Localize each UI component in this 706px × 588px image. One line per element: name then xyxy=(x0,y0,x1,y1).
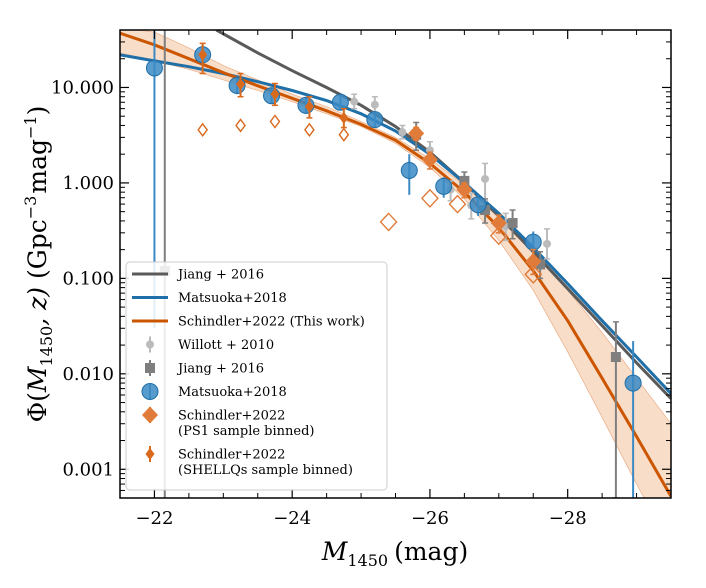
point-s3-3 xyxy=(421,151,438,169)
uncertainty-band xyxy=(120,30,671,498)
point-s0-0 xyxy=(350,97,359,106)
legend-label-3: Willott + 2010 xyxy=(178,338,274,353)
point-s3-1 xyxy=(408,124,425,142)
point-s3-7 xyxy=(490,214,507,232)
point-s4-2 xyxy=(235,118,246,133)
point-s4-5 xyxy=(270,88,280,101)
point-s0-6 xyxy=(481,174,490,183)
point-s4-0 xyxy=(197,122,209,137)
x-tick-label-1: −24 xyxy=(273,508,311,529)
point-s0-2 xyxy=(398,128,407,137)
legend-swatch-5 xyxy=(141,383,159,400)
point-s0-8 xyxy=(543,239,552,248)
legend-sublabel-7: (SHELLQs sample binned) xyxy=(178,463,353,478)
point-s4-8 xyxy=(338,127,350,142)
point-s4-9 xyxy=(339,111,349,124)
y-axis-title: Φ(M1450, z)(Gpc−3mag−1) xyxy=(21,106,56,423)
x-axis-title: M1450 (mag) xyxy=(321,537,468,570)
y-tick-label-4: 10.000 xyxy=(51,77,114,98)
point-s4-7 xyxy=(304,100,314,113)
point-s1-4 xyxy=(507,218,518,229)
point-s2-7 xyxy=(400,161,418,179)
legend-label-6: Schindler+2022 xyxy=(178,409,285,424)
x-tick-label-0: −22 xyxy=(135,508,173,529)
point-s1-2 xyxy=(459,175,470,186)
point-s3-5 xyxy=(456,181,473,199)
point-s3-4 xyxy=(448,194,467,214)
point-s2-5 xyxy=(331,93,349,111)
band-layer xyxy=(120,30,671,498)
legend-swatch-6 xyxy=(142,406,158,424)
model-line-1 xyxy=(120,53,671,395)
point-s4-3 xyxy=(236,78,246,91)
point-s2-8 xyxy=(435,177,453,195)
point-s1-3 xyxy=(480,205,491,216)
legend-swatch-3 xyxy=(146,340,154,349)
point-s2-0 xyxy=(145,59,163,77)
y-tick-label-1: 0.010 xyxy=(62,364,114,385)
y-tick-label-2: 0.100 xyxy=(62,268,114,289)
point-s2-6 xyxy=(366,111,384,129)
point-s4-4 xyxy=(269,114,281,129)
point-s0-1 xyxy=(370,100,379,109)
point-s3-9 xyxy=(524,264,543,284)
point-s3-2 xyxy=(420,188,439,208)
point-s1-5 xyxy=(535,259,546,270)
x-tick-label-3: −28 xyxy=(549,508,587,529)
point-s4-6 xyxy=(304,122,315,137)
legend-label-5: Matsuoka+2018 xyxy=(178,385,287,400)
legend-swatch-4 xyxy=(145,363,155,373)
lines-layer xyxy=(120,30,671,498)
point-s2-10 xyxy=(524,233,542,251)
legend-swatch-7 xyxy=(145,448,155,460)
point-s3-8 xyxy=(525,253,542,271)
point-s2-9 xyxy=(469,196,487,214)
legend-box xyxy=(125,261,388,491)
point-s4-1 xyxy=(198,48,208,61)
y-tick-label-0: 0.001 xyxy=(62,459,114,480)
legend-label-4: Jiang + 2016 xyxy=(176,362,264,377)
legend-label-0: Jiang + 2016 xyxy=(176,268,264,283)
legend-label-2: Schindler+2022 (This work) xyxy=(178,315,365,330)
ticks-layer: −22 −24 −26 −28 0.001 0.010 0.100 1.000 10.000 xyxy=(51,29,672,529)
model-line-2 xyxy=(120,31,671,498)
legend-label-7: Schindler+2022 xyxy=(178,448,285,463)
legend: Jiang + 2016 Matsuoka+2018 Schindler+2022 … xyxy=(125,261,388,491)
point-s3-6 xyxy=(489,226,508,246)
legend-sublabel-6: (PS1 sample binned) xyxy=(178,424,315,439)
legend-label-1: Matsuoka+2018 xyxy=(178,291,287,306)
point-s3-0 xyxy=(379,212,398,232)
point-s2-11 xyxy=(624,374,642,392)
points-layer xyxy=(145,30,642,498)
x-tick-label-2: −26 xyxy=(411,508,449,529)
point-s1-6 xyxy=(610,352,621,363)
y-tick-label-3: 1.000 xyxy=(62,173,114,194)
